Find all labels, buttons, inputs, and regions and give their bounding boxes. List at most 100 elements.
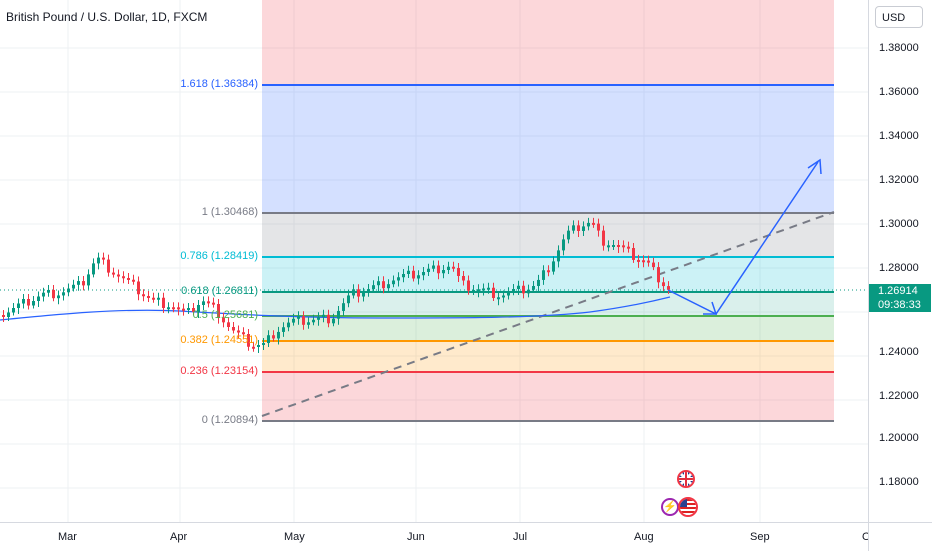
time-tick: May (284, 531, 305, 543)
candle-body (332, 318, 335, 324)
candle-body (337, 310, 340, 319)
candle-body (477, 289, 480, 292)
candle-body (232, 327, 235, 331)
candle-body (577, 225, 580, 231)
candle-body (102, 257, 105, 260)
fib-zone-5 (262, 316, 834, 341)
time-axis[interactable]: Mar Apr May Jun Jul Aug Sep O (0, 522, 871, 551)
candle-body (67, 288, 70, 293)
candle-body (12, 308, 15, 313)
time-tick: Sep (750, 531, 770, 543)
candle-body (637, 259, 640, 262)
candle-body (417, 275, 420, 279)
candle-body (377, 281, 380, 286)
candle-body (557, 250, 560, 262)
candle-body (227, 322, 230, 327)
candle-body (567, 230, 570, 240)
candle-body (422, 272, 425, 276)
candle-body (552, 261, 555, 272)
candle-body (42, 292, 45, 297)
fib-zone-236 (262, 372, 834, 421)
candle-body (27, 299, 30, 306)
price-tick: 1.34000 (879, 130, 919, 142)
candle-body (362, 292, 365, 297)
time-tick: Aug (634, 531, 654, 543)
candle-body (262, 343, 265, 345)
candle-body (437, 265, 440, 274)
candle-body (107, 259, 110, 273)
candle-body (287, 322, 290, 328)
fib-label-1: 1 (1.30468) (201, 206, 258, 218)
candle-body (247, 334, 250, 347)
price-tick: 1.32000 (879, 174, 919, 186)
fib-zone-1618 (262, 85, 834, 213)
candle-body (347, 295, 350, 304)
candle-body (372, 285, 375, 290)
candle-body (387, 284, 390, 289)
fib-zone-382 (262, 341, 834, 372)
candle-body (222, 317, 225, 323)
candle-body (427, 268, 430, 272)
candle-body (407, 270, 410, 274)
candle-body (22, 299, 25, 304)
candle-body (237, 330, 240, 333)
chart-area[interactable]: British Pound / U.S. Dollar, 1D, FXCM 1.… (0, 0, 868, 522)
candle-body (137, 281, 140, 295)
candle-body (527, 289, 530, 294)
us-flag-icon[interactable] (678, 497, 698, 517)
candle-body (57, 295, 60, 299)
candle-body (157, 297, 160, 300)
candle-body (382, 281, 385, 289)
candle-body (72, 284, 75, 289)
price-tick: 1.24000 (879, 346, 919, 358)
candle-body (392, 280, 395, 285)
fibonacci-retracement (262, 0, 834, 422)
fib-label-0: 0 (1.20894) (201, 414, 258, 426)
candle-body (302, 316, 305, 325)
price-tick: 1.38000 (879, 42, 919, 54)
last-price-tag: 1.26914 (869, 284, 931, 298)
fib-label-618: 0.618 (1.26811) (181, 285, 258, 297)
trend-line (261, 211, 835, 417)
candle-body (2, 315, 5, 317)
candle-body (467, 280, 470, 291)
uk-flag-icon[interactable] (677, 470, 695, 488)
candle-body (82, 281, 85, 286)
candle-body (572, 225, 575, 231)
candle-body (122, 276, 125, 279)
candle-body (367, 289, 370, 293)
candle-body (322, 314, 325, 318)
chart-title: British Pound / U.S. Dollar, 1D, FXCM (6, 10, 208, 24)
candle-body (32, 301, 35, 306)
price-axis[interactable]: USD 1.38000 1.36000 1.34000 1.32000 1.30… (868, 0, 932, 522)
candle-body (522, 285, 525, 294)
candle-body (627, 246, 630, 249)
price-tick: 1.28000 (879, 262, 919, 274)
fib-label-5: 0.5 (1.25681) (192, 309, 258, 321)
candle-body (562, 239, 565, 251)
lightning-icon[interactable]: ⚡ (661, 498, 679, 516)
candle-body (7, 312, 10, 317)
countdown-tag: 09:38:33 (869, 298, 931, 312)
candle-body (657, 267, 660, 283)
projection-arrow (667, 158, 822, 315)
candle-body (517, 285, 520, 289)
candle-body (597, 223, 600, 231)
candle-body (487, 287, 490, 290)
candle-body (352, 289, 355, 296)
candle-body (312, 319, 315, 323)
candle-body (17, 303, 20, 308)
price-chart[interactable] (0, 0, 868, 522)
candle-body (542, 270, 545, 280)
candle-body (117, 274, 120, 277)
candle-body (147, 296, 150, 298)
candle-body (482, 288, 485, 291)
candle-body (182, 308, 185, 311)
price-tick: 1.30000 (879, 218, 919, 230)
candle-body (197, 305, 200, 312)
candle-body (162, 297, 165, 308)
candle-body (357, 289, 360, 297)
candle-body (457, 268, 460, 276)
currency-selector[interactable]: USD (875, 6, 923, 28)
candle-body (277, 331, 280, 339)
